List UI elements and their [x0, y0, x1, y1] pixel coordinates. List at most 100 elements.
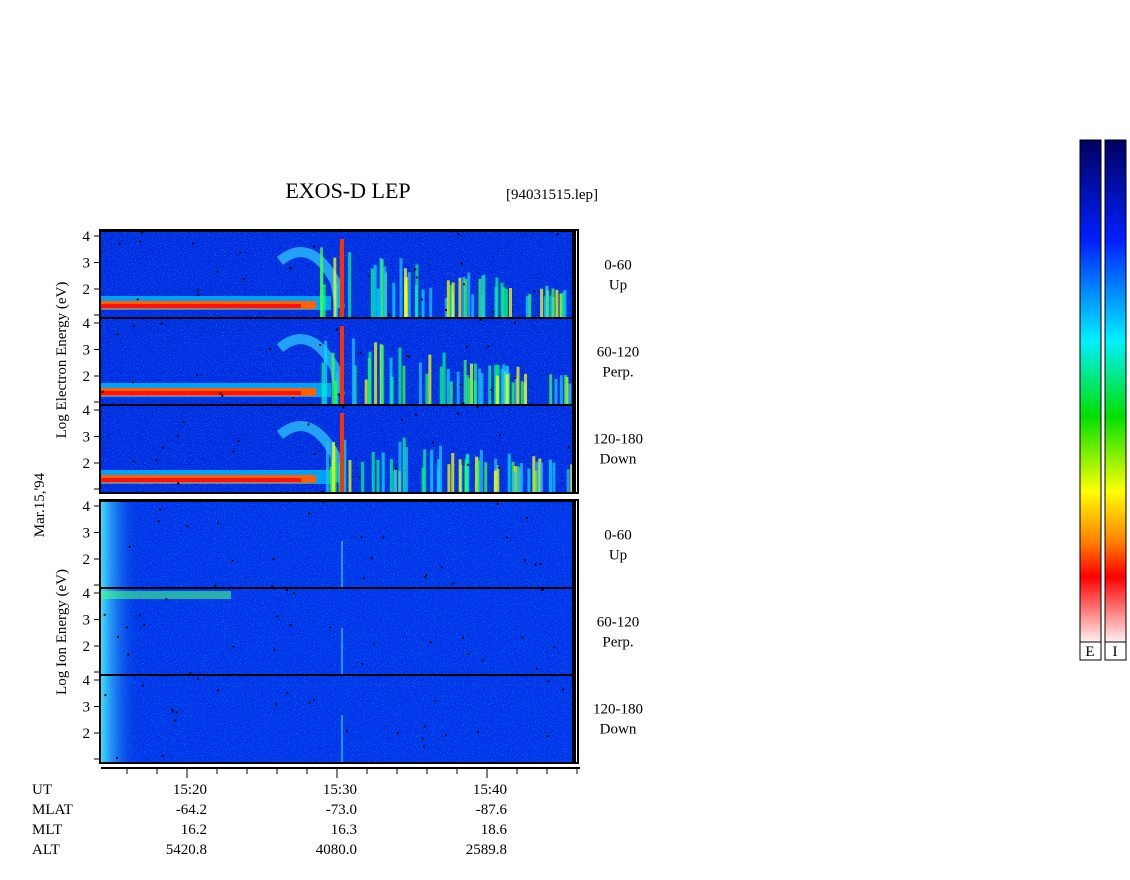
- dropout: [232, 450, 235, 453]
- dropout: [186, 525, 189, 528]
- dropout: [192, 242, 195, 245]
- spike: [507, 453, 511, 492]
- panel-angle: 0-60: [604, 258, 632, 274]
- dropout: [132, 381, 135, 384]
- spike: [383, 266, 387, 318]
- row-header: ALT: [32, 842, 60, 858]
- spike: [380, 259, 384, 318]
- dropout: [319, 344, 322, 347]
- dropout: [275, 703, 278, 706]
- spike: [325, 440, 329, 492]
- spike: [471, 294, 475, 318]
- spike: [516, 366, 520, 405]
- dropout: [289, 267, 292, 270]
- dropout: [406, 355, 409, 358]
- colorbar: [1079, 139, 1102, 643]
- band: [101, 304, 301, 308]
- spike: [376, 288, 380, 318]
- dropout: [176, 434, 179, 437]
- spike: [462, 276, 466, 318]
- dropout: [533, 290, 536, 293]
- y-tick-label: 4: [83, 586, 91, 602]
- spike: [322, 284, 326, 318]
- spike: [393, 470, 397, 492]
- spike: [418, 362, 422, 405]
- spike: [532, 456, 536, 492]
- y-tick-label: 2: [83, 369, 91, 385]
- spike: [508, 288, 512, 318]
- spike: [389, 459, 393, 492]
- spike: [511, 382, 515, 405]
- dropout: [141, 231, 144, 234]
- dropout: [116, 333, 119, 336]
- spike: [376, 459, 380, 492]
- dropout: [414, 413, 417, 416]
- spike: [449, 284, 453, 318]
- panel-direction: Perp.: [602, 635, 633, 651]
- spike: [373, 265, 377, 318]
- dropout: [337, 393, 340, 396]
- spike: [527, 468, 531, 492]
- dropout: [242, 278, 245, 281]
- colorbar: [1104, 139, 1127, 643]
- spike: [451, 282, 455, 318]
- dropout: [496, 502, 499, 505]
- dropout: [313, 452, 316, 455]
- dropout: [139, 240, 142, 243]
- dropout: [423, 745, 426, 748]
- spike: [402, 365, 406, 405]
- spike: [404, 282, 408, 318]
- dropout: [161, 754, 164, 757]
- spike: [340, 413, 344, 492]
- dropout: [104, 694, 107, 697]
- y-tick-label: 2: [83, 639, 91, 655]
- spike: [334, 382, 338, 405]
- dropout: [285, 589, 288, 592]
- file-name: [94031515.lep]: [506, 187, 598, 203]
- dropout: [394, 467, 397, 470]
- spike: [559, 293, 563, 318]
- dropout: [421, 737, 424, 740]
- spike: [505, 374, 509, 405]
- spike: [390, 376, 394, 405]
- panel-direction: Down: [600, 452, 637, 468]
- colorbar-label: I: [1113, 644, 1118, 660]
- spike: [423, 449, 427, 492]
- dropout: [128, 545, 131, 548]
- spike: [473, 363, 477, 405]
- dropout: [132, 324, 135, 327]
- spike: [370, 268, 374, 318]
- dropout: [491, 310, 494, 313]
- dropout: [441, 566, 444, 569]
- dropout: [415, 276, 418, 279]
- table-cell: 18.6: [481, 822, 508, 838]
- spike: [407, 272, 411, 318]
- dropout: [292, 397, 295, 400]
- spike: [488, 365, 492, 405]
- spike: [520, 381, 524, 405]
- spike: [381, 345, 385, 405]
- dropout: [335, 328, 338, 331]
- dropout: [408, 355, 411, 358]
- ion-axis-label: Log Ion Energy (eV): [54, 569, 70, 695]
- y-tick-label: 2: [83, 456, 91, 472]
- spike: [568, 383, 572, 405]
- dropout: [367, 275, 370, 278]
- spike: [474, 456, 478, 492]
- spike: [465, 375, 469, 405]
- y-tick-label: 2: [83, 552, 91, 568]
- colorbar-label-box: [1079, 641, 1102, 661]
- dropout: [182, 421, 185, 424]
- dropout: [177, 482, 180, 485]
- dropout: [553, 646, 556, 649]
- dropout: [498, 434, 501, 437]
- dropout: [497, 466, 500, 469]
- spectrogram-noise: [101, 675, 576, 762]
- spike: [538, 458, 542, 492]
- spectrogram: [101, 231, 577, 762]
- dropout: [345, 729, 348, 732]
- dropout: [361, 662, 364, 665]
- spike: [333, 257, 337, 318]
- panel-direction: Down: [600, 722, 637, 738]
- dropout: [216, 689, 219, 692]
